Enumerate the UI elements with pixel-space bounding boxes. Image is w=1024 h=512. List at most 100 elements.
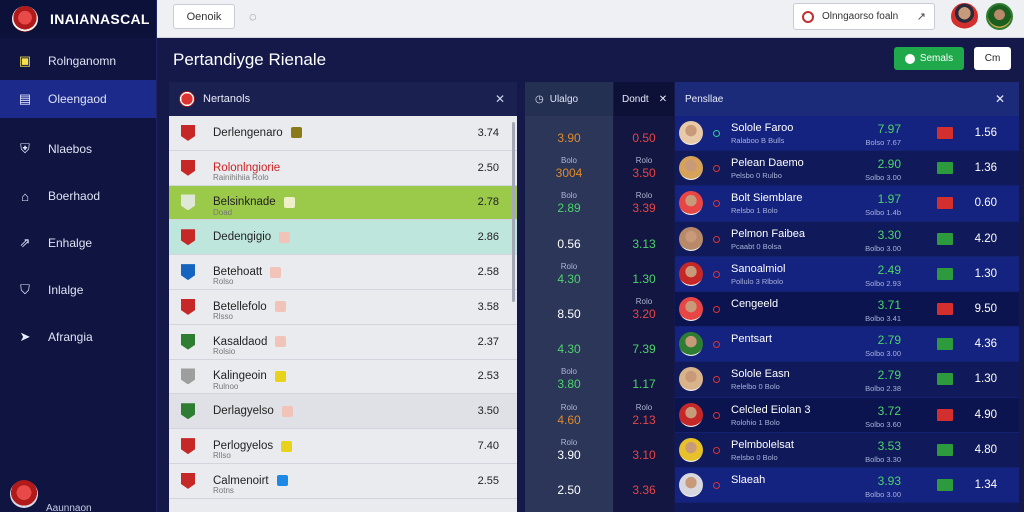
table-row[interactable]: Betehoatt Rolso 2.58 — [169, 255, 517, 290]
team-subtext: Rotns — [213, 485, 234, 495]
sidebar-item-5[interactable]: ⛉ Inlalge — [0, 271, 156, 309]
odds-cell[interactable]: Rolo 3.90 — [525, 433, 613, 468]
profile-avatar[interactable] — [951, 3, 978, 30]
flag-icon — [937, 478, 953, 491]
user-avatar[interactable] — [10, 480, 38, 508]
table-row[interactable]: Dedengigio 2.86 — [169, 220, 517, 256]
team-name: Derlagyelso — [213, 405, 274, 418]
player-avatar — [679, 226, 703, 251]
close-icon[interactable]: ✕ — [494, 92, 505, 106]
table-row[interactable]: Rolonlngiorie Rainihihiia Rolo 2.50 — [169, 151, 517, 186]
sidebar-footer[interactable]: Aaunnaon — [10, 480, 92, 512]
odds-cell[interactable]: 8.50 — [525, 292, 613, 327]
sidebar-item-0[interactable]: ▣ Rolnganomn — [0, 42, 156, 80]
player-name: Sanoalmiol — [731, 262, 786, 275]
top-button[interactable]: Oenoik — [173, 4, 235, 29]
odds-cell[interactable]: Rolo 4.60 — [525, 398, 613, 433]
player-row[interactable]: Pelean Daemo Pelsbo 0 Rulbo 2.90 Solbo 3.00… — [675, 151, 1019, 187]
player-value: 4.80 — [974, 443, 997, 456]
left-panel: Nertanols ✕ Derlengenaro 3.74 Rolonlngiori… — [169, 82, 517, 512]
sidebar-footer-text: Aaunnaon — [46, 503, 92, 512]
odds-cell[interactable]: Rolo 4.30 — [525, 257, 613, 292]
odds-cell[interactable]: Bolo 3.80 — [525, 362, 613, 397]
left-panel-title: Nertanols — [203, 93, 251, 105]
search-box[interactable]: Olnngaorso foaln ↗ — [793, 3, 935, 30]
player-name: Solole Faroo — [731, 122, 794, 134]
odds-cell[interactable]: Bolo 3004 — [525, 151, 613, 186]
odds-cell[interactable]: 4.30 — [525, 327, 613, 362]
table-row[interactable]: Kasaldaod Rolsio 2.37 — [169, 325, 517, 360]
table-row[interactable]: Belsinknade Doad 2.78 — [169, 185, 517, 221]
sidebar-nav: ▣ Rolnganomn ▤ Oleengaod ⛨ Nlaebos ⌂ Boe… — [0, 42, 156, 356]
team-subtext: Rolsio — [213, 346, 236, 356]
brand: INAIANASCAL — [0, 0, 156, 38]
player-row[interactable]: Bolt Siemblare Relsbo 1 Bolo 1.97 Solbo 1.4… — [675, 186, 1019, 222]
table-row[interactable]: Derlagyelso 3.50 — [169, 394, 517, 430]
odds-cell[interactable]: 7.39 — [614, 327, 674, 362]
club-badge-icon — [181, 298, 195, 315]
sidebar-item-4[interactable]: ⇗ Enhalge — [0, 224, 156, 262]
player-rating-sub: Solbo 2.93 — [865, 278, 901, 288]
team-value: 2.58 — [477, 266, 499, 279]
team-value: 2.86 — [477, 231, 499, 244]
odds-cell-value: 7.39 — [632, 342, 656, 357]
secondary-button[interactable]: Cm — [974, 47, 1011, 70]
odds-cell[interactable]: 3.90 — [525, 116, 613, 151]
status-dot-icon — [713, 270, 720, 278]
odds-cell[interactable]: 1.17 — [614, 362, 674, 397]
player-row[interactable]: Pelmon Faibea Pcaabt 0 Bolsa 3.30 Bolbo 3.0… — [675, 222, 1019, 257]
odds-cell[interactable]: Rolo 3.39 — [614, 186, 674, 221]
player-subtext: Relsbo 1 Bolo — [731, 206, 778, 216]
odds-cell[interactable]: 3.36 — [614, 468, 674, 503]
sidebar-item-3[interactable]: ⌂ Boerhaod — [0, 177, 156, 215]
chat-icon[interactable]: ◌ — [249, 9, 257, 24]
odds-cell[interactable]: 0.56 — [525, 222, 613, 257]
sidebar-item-1[interactable]: ▤ Oleengaod — [0, 80, 156, 118]
odds-cell[interactable]: Rolo 3.20 — [614, 292, 674, 327]
kit-icon — [270, 266, 282, 278]
sidebar-item-label: Oleengaod — [48, 92, 107, 106]
close-icon[interactable]: ✕ — [994, 92, 1005, 106]
kit-icon — [276, 475, 288, 487]
odds-cell[interactable]: 0.50 — [614, 116, 674, 151]
player-value: 0.60 — [974, 197, 997, 210]
player-row[interactable]: Pelmbolelsat Relsbo 0 Bolo 3.53 Bolbo 3.30 4… — [675, 433, 1019, 468]
odds-cell-value: 2.13 — [632, 412, 656, 427]
table-row[interactable]: Calmenoirt Rotns 2.55 — [169, 464, 517, 499]
club-avatar[interactable] — [986, 3, 1013, 30]
player-row[interactable]: Cengeeld 3.71 Bolbo 3.41 9.50 — [675, 291, 1019, 328]
table-row[interactable]: Kalingeoin Rulnoo 2.53 — [169, 360, 517, 395]
scrollbar[interactable] — [512, 122, 515, 302]
table-row[interactable]: Derlengenaro 3.74 — [169, 116, 517, 151]
odds-cell[interactable]: 3.10 — [614, 433, 674, 468]
team-value: 7.40 — [477, 440, 499, 453]
odds-cell[interactable]: 2.50 — [525, 468, 613, 503]
odds-cell[interactable]: Rolo 2.13 — [614, 398, 674, 433]
odds-cell[interactable]: 3.13 — [614, 222, 674, 257]
team-name: Betehoatt — [213, 266, 263, 279]
player-avatar — [679, 121, 703, 145]
sidebar-item-2[interactable]: ⛨ Nlaebos — [0, 130, 156, 168]
player-rating: 3.93 — [877, 473, 901, 488]
player-row[interactable]: Slaeah 3.93 Bolbo 3.00 1.34 — [675, 467, 1019, 504]
odds-cell[interactable]: 1.30 — [614, 257, 674, 292]
table-row[interactable]: Perlogyelos Rllso 7.40 — [169, 429, 517, 464]
kit-icon — [274, 301, 286, 313]
table-row[interactable]: Betellefolo Rlsso 3.58 — [169, 290, 517, 325]
club-badge-icon — [181, 333, 195, 350]
odds-cell[interactable]: Bolo 2.89 — [525, 186, 613, 221]
home-icon: ⌂ — [21, 188, 29, 204]
player-row[interactable]: Solole Easn Relelbo 0 Bolo 2.79 Bolbo 2.38 1… — [675, 362, 1019, 398]
player-row[interactable]: Celcled Eiolan 3 Rolohio 1 Bolo 3.72 Solbo … — [675, 397, 1019, 433]
team-name: Calmenoirt — [213, 474, 269, 487]
close-icon[interactable]: ✕ — [658, 93, 668, 105]
odds-cell[interactable]: Rolo 3.50 — [614, 151, 674, 186]
player-row[interactable]: Solole Faroo Ralaboo B Bulls 7.97 Bolso 7.6… — [675, 116, 1019, 152]
player-rating: 2.79 — [877, 368, 901, 383]
player-row[interactable]: Pentsart 2.79 Solbo 3.00 4.36 — [675, 327, 1019, 363]
player-row[interactable]: Sanoalmiol Pollulo 3 Rlbolo 2.49 Solbo 2.93… — [675, 256, 1019, 292]
sidebar-item-6[interactable]: ➤ Afrangia — [0, 318, 156, 356]
player-value: 1.30 — [974, 373, 997, 386]
player-rating-sub: Bolso 7.67 — [865, 138, 901, 147]
primary-button[interactable]: Semals — [894, 47, 964, 70]
